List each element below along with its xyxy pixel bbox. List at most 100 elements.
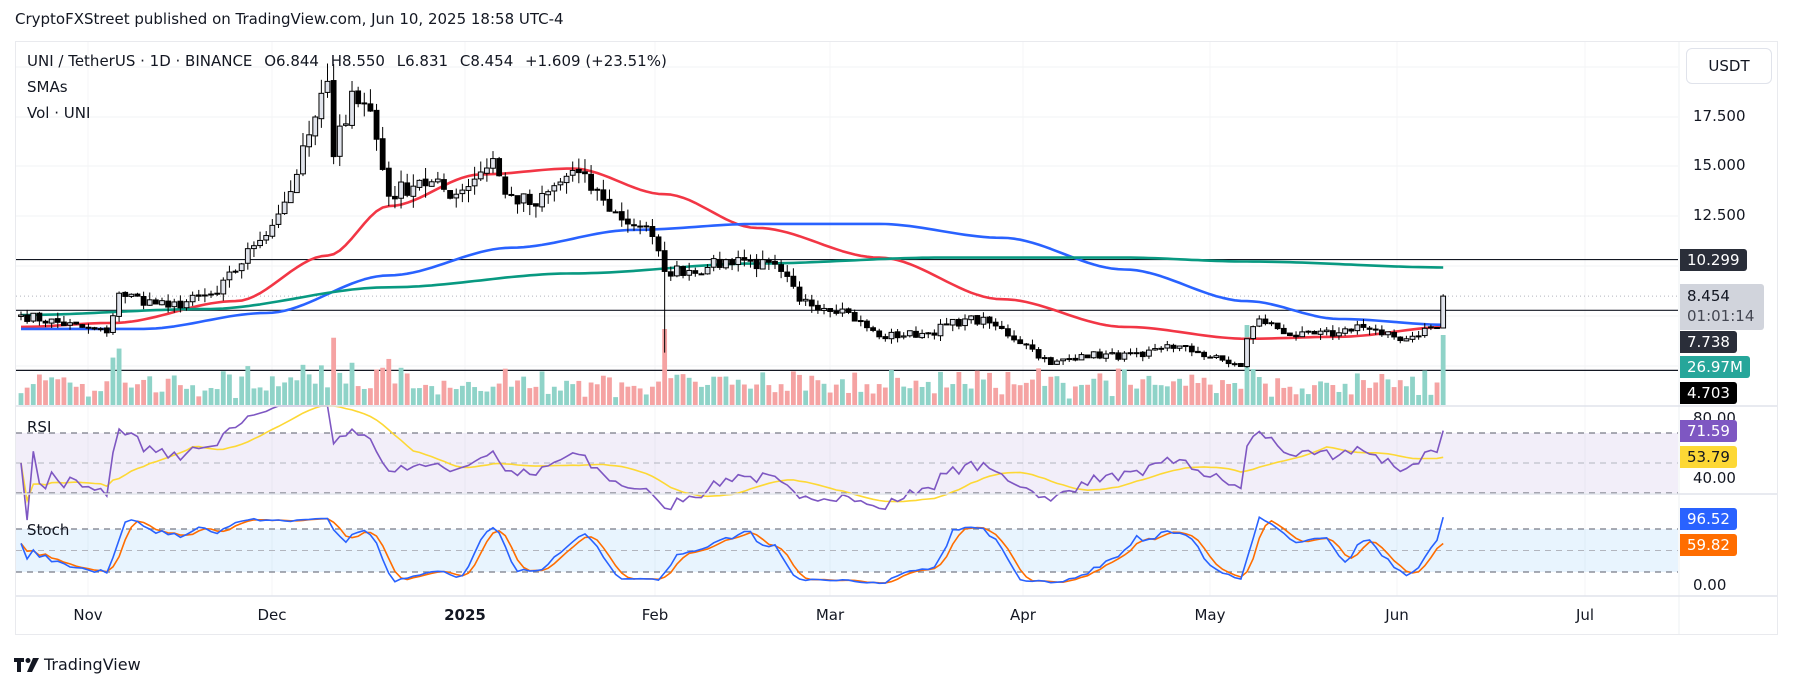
candle-body (1084, 354, 1091, 359)
candle (986, 316, 993, 329)
candle-body (1213, 355, 1220, 359)
smas-legend[interactable]: SMAs (27, 78, 68, 96)
tradingview-logo[interactable]: TradingView (14, 655, 141, 674)
volume-bar (509, 386, 514, 405)
candle-body (1035, 349, 1042, 359)
candle (575, 158, 582, 184)
volume-bar (1354, 373, 1360, 405)
volume-bar (1275, 378, 1281, 405)
price-tick: 12.500 (1693, 206, 1746, 224)
rsi-ma-value-tag: 53.79 (1680, 446, 1737, 468)
currency-button[interactable]: USDT (1686, 48, 1772, 84)
volume-bar (833, 384, 839, 405)
candle-body (361, 102, 368, 105)
volume-bar (1336, 391, 1342, 405)
candle (490, 151, 496, 174)
volume-bar (594, 384, 600, 405)
volume-bar (220, 371, 226, 405)
volume-bar (919, 386, 925, 405)
volume-legend[interactable]: Vol · UNI (27, 104, 91, 122)
candle (606, 189, 613, 212)
time-tick-mar: Mar (815, 606, 845, 624)
candle (202, 288, 208, 303)
volume-bar (1318, 381, 1323, 405)
candle-body (631, 224, 637, 227)
volume-bar (1312, 385, 1317, 405)
volume-bar (1385, 379, 1391, 405)
candle (919, 329, 926, 339)
candle-body (1188, 345, 1195, 353)
volume-bar (1397, 380, 1403, 405)
candle (753, 254, 760, 278)
candle (624, 209, 631, 233)
volume-bar (1373, 382, 1379, 405)
candle (778, 259, 785, 279)
candle-body (864, 320, 870, 329)
candle-body (612, 211, 619, 214)
candle (459, 183, 466, 203)
candle (349, 80, 355, 129)
candle-body (1372, 328, 1379, 331)
candle-body (1323, 329, 1330, 333)
candle (747, 254, 754, 268)
candle (508, 186, 515, 197)
candle (1409, 331, 1416, 343)
candle-body (1262, 318, 1269, 325)
volume-bar (233, 397, 238, 405)
candle-body (980, 316, 987, 325)
volume-bar (987, 372, 992, 405)
volume-bar (809, 375, 815, 405)
volume-bar (692, 381, 698, 405)
candle-body (857, 320, 864, 323)
candle (1256, 315, 1263, 328)
volume-bar (803, 390, 809, 405)
candle (618, 202, 625, 227)
candle-body (263, 235, 270, 241)
volume-bar (1440, 335, 1446, 405)
candle (398, 170, 404, 209)
volume-bar (239, 376, 245, 405)
candle-body (526, 193, 533, 205)
candle (569, 161, 576, 182)
volume-bar (36, 374, 42, 405)
candle (48, 318, 55, 328)
volume-bar (337, 372, 343, 405)
candle-body (385, 167, 392, 197)
chart-frame[interactable] (15, 41, 1778, 635)
volume-bar (1011, 384, 1017, 405)
candle (1201, 350, 1207, 360)
volume-bar (67, 382, 73, 405)
candle-body (1293, 334, 1299, 338)
volume-bar (607, 377, 612, 405)
candle-body (128, 293, 135, 297)
rsi-label[interactable]: RSI (27, 418, 52, 436)
volume-bar (1115, 368, 1121, 405)
candle-body (661, 250, 668, 272)
candle (116, 291, 122, 322)
candle (1348, 328, 1355, 334)
volume-bar (968, 388, 974, 405)
volume-bar (1262, 383, 1268, 405)
volume-bar (981, 379, 986, 405)
last-price-tag: 8.454 01:01:14 (1680, 284, 1765, 330)
candle-body (1090, 351, 1097, 359)
volume-bar (141, 379, 146, 405)
candle-body (1299, 331, 1306, 338)
volume-bar (1348, 394, 1354, 405)
candle-body (998, 325, 1005, 330)
candle-body (974, 315, 981, 325)
stoch-label[interactable]: Stoch (27, 521, 70, 539)
volume-bar (735, 379, 741, 405)
candle (1385, 331, 1391, 338)
volume-bar (368, 388, 373, 405)
candle (723, 258, 729, 270)
symbol-name[interactable]: UNI / TetherUS · 1D · BINANCE (27, 52, 253, 70)
candle (1213, 353, 1220, 360)
candle (741, 249, 748, 267)
volume-bar (184, 388, 189, 405)
candle (674, 260, 680, 278)
candle-body (208, 293, 214, 296)
candle (1115, 350, 1122, 362)
candle-body (1336, 332, 1342, 337)
